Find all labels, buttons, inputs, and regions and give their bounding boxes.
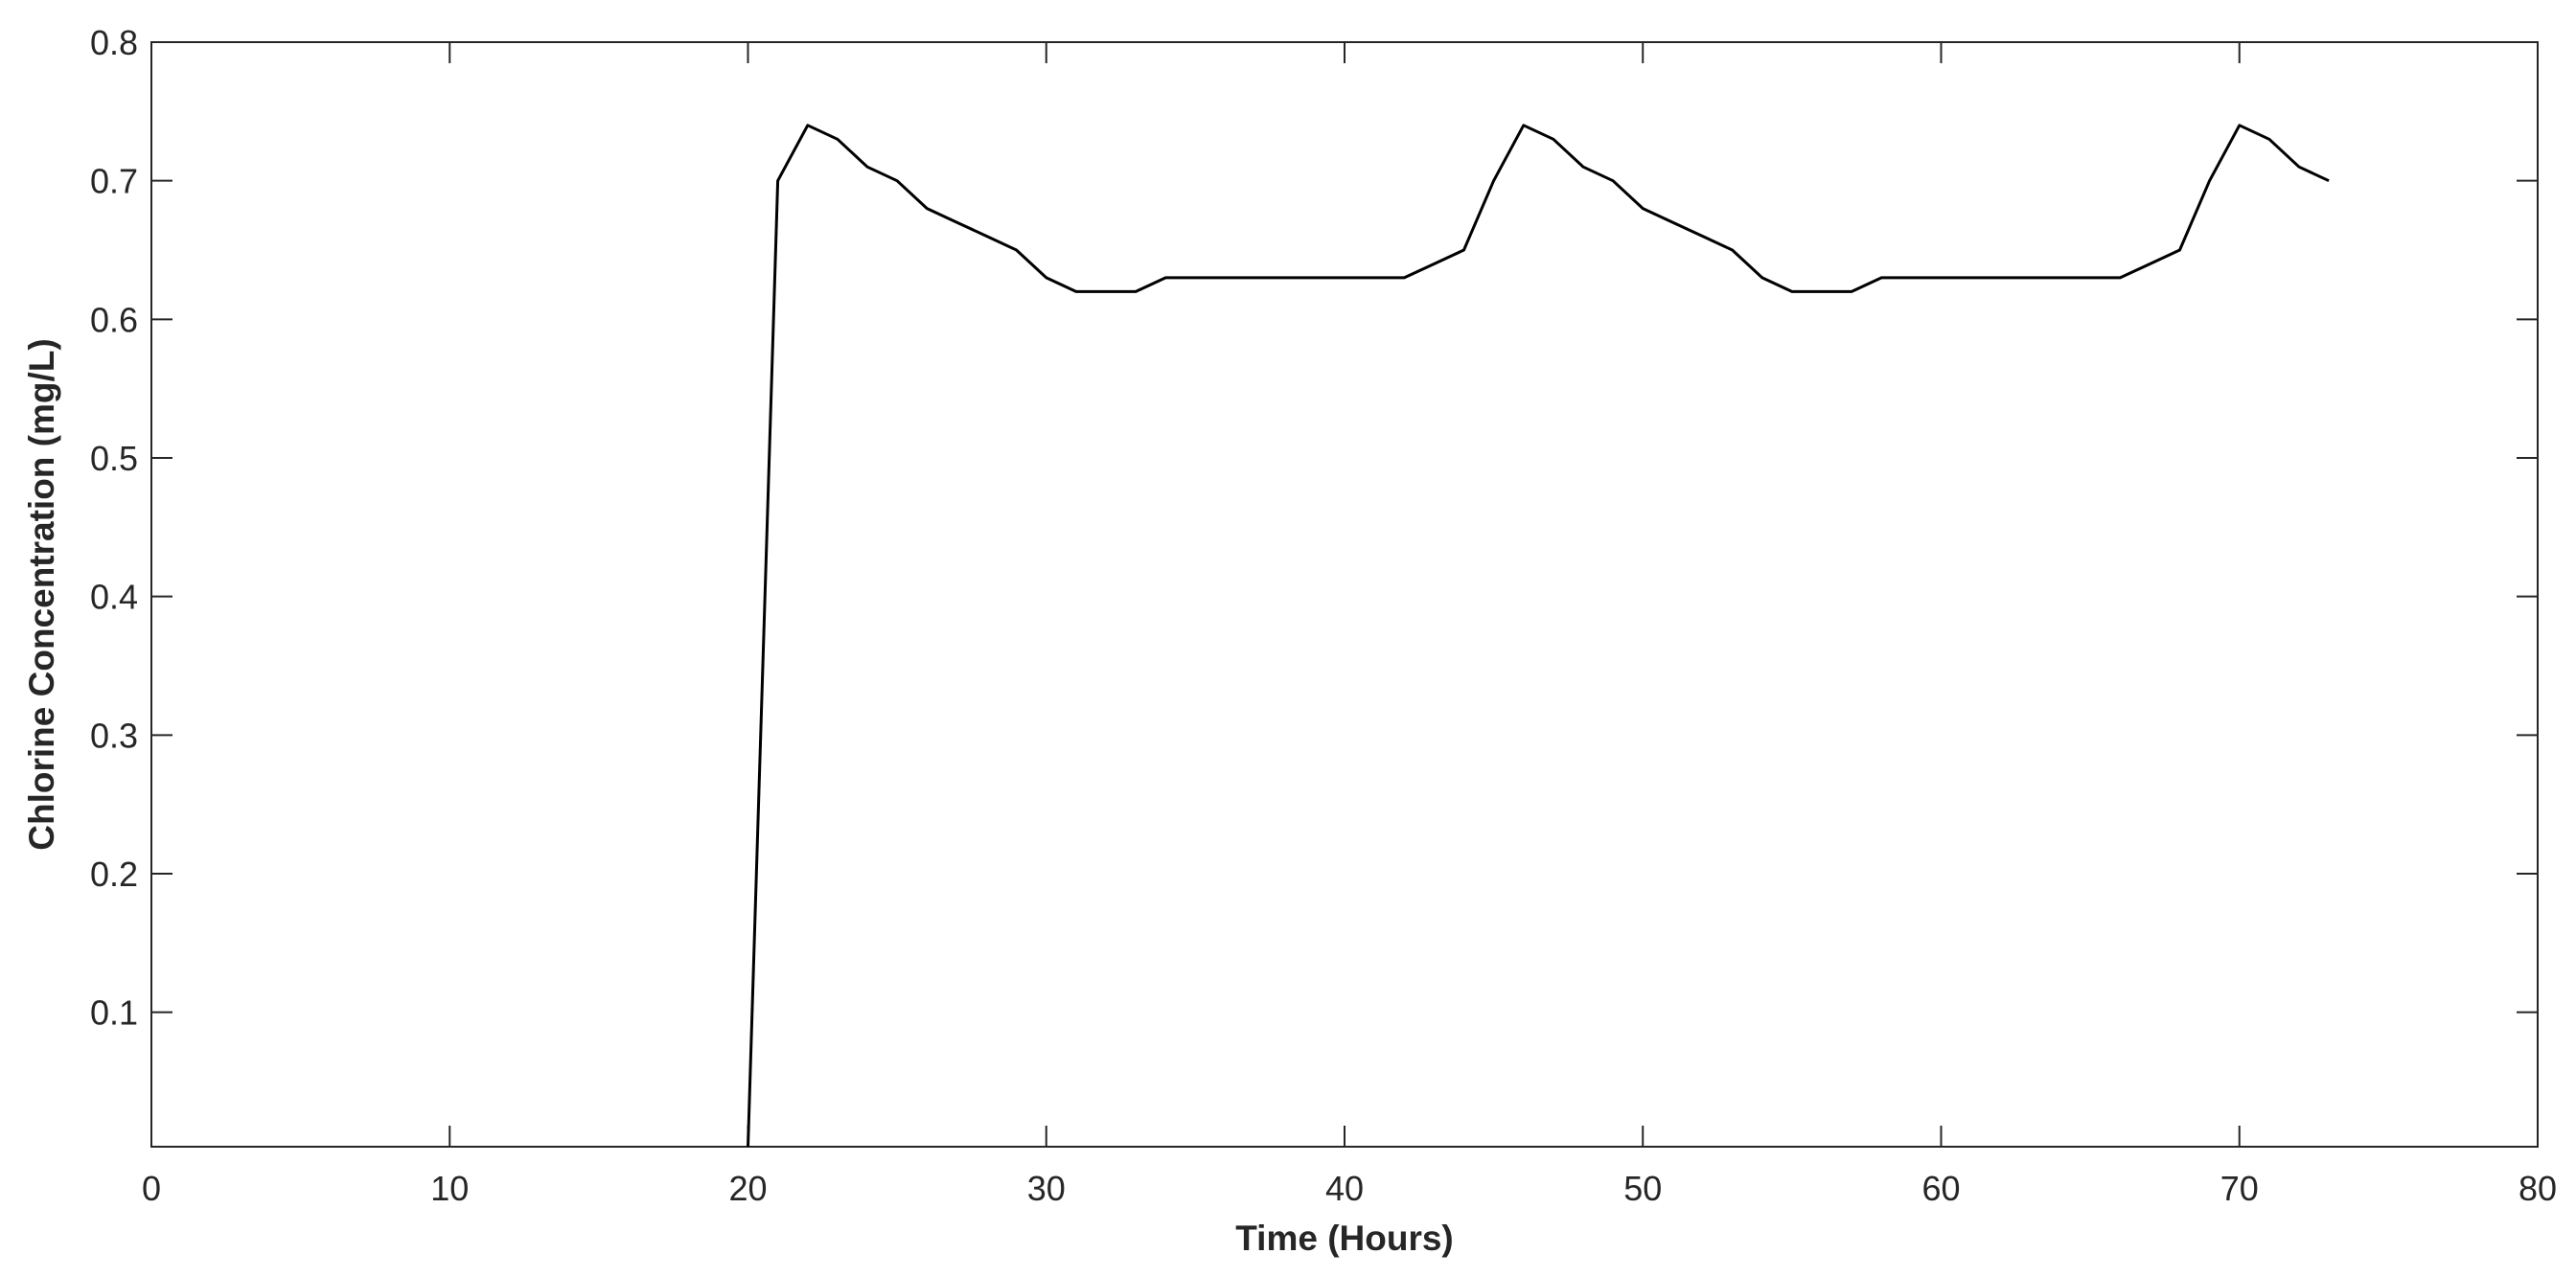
x-tick-label: 70 [2220, 1169, 2259, 1208]
series-layer [747, 124, 2330, 1148]
x-tick-label: 10 [430, 1169, 469, 1208]
y-tick-label: 0.3 [90, 716, 138, 755]
x-axis-title: Time (Hours) [1235, 1219, 1454, 1258]
y-tick-label: 0.7 [90, 162, 138, 201]
y-axis-title: Chlorine Concentration (mg/L) [22, 338, 61, 850]
x-tick-label: 20 [728, 1169, 767, 1208]
x-tick-label: 80 [2518, 1169, 2557, 1208]
y-axis: 0.1 0.2 0.3 0.4 0.5 0.6 0.7 0.8 [90, 23, 2538, 1033]
y-tick-label: 0.4 [90, 578, 138, 617]
axes-box [150, 41, 2539, 1148]
y-tick-label: 0.2 [90, 855, 138, 894]
plot-area: 0 10 20 30 40 50 60 70 80 0.10.20.30.40.50.60.70… [90, 23, 2557, 1208]
x-tick-label: 40 [1325, 1169, 1364, 1208]
series-line [747, 124, 2330, 1148]
x-tick-label: 0 [142, 1169, 161, 1208]
x-tick-label: 50 [1623, 1169, 1662, 1208]
y-tick-label: 0.6 [90, 300, 138, 339]
y-tick-label: 0.1 [90, 993, 138, 1033]
x-tick-label: 30 [1027, 1169, 1066, 1208]
y-tick-label: 0.5 [90, 439, 138, 478]
y-tick-label: 0.8 [90, 23, 138, 62]
x-tick-label: 60 [1921, 1169, 1960, 1208]
x-axis: 0 10 20 30 40 50 60 70 80 [142, 42, 2557, 1208]
